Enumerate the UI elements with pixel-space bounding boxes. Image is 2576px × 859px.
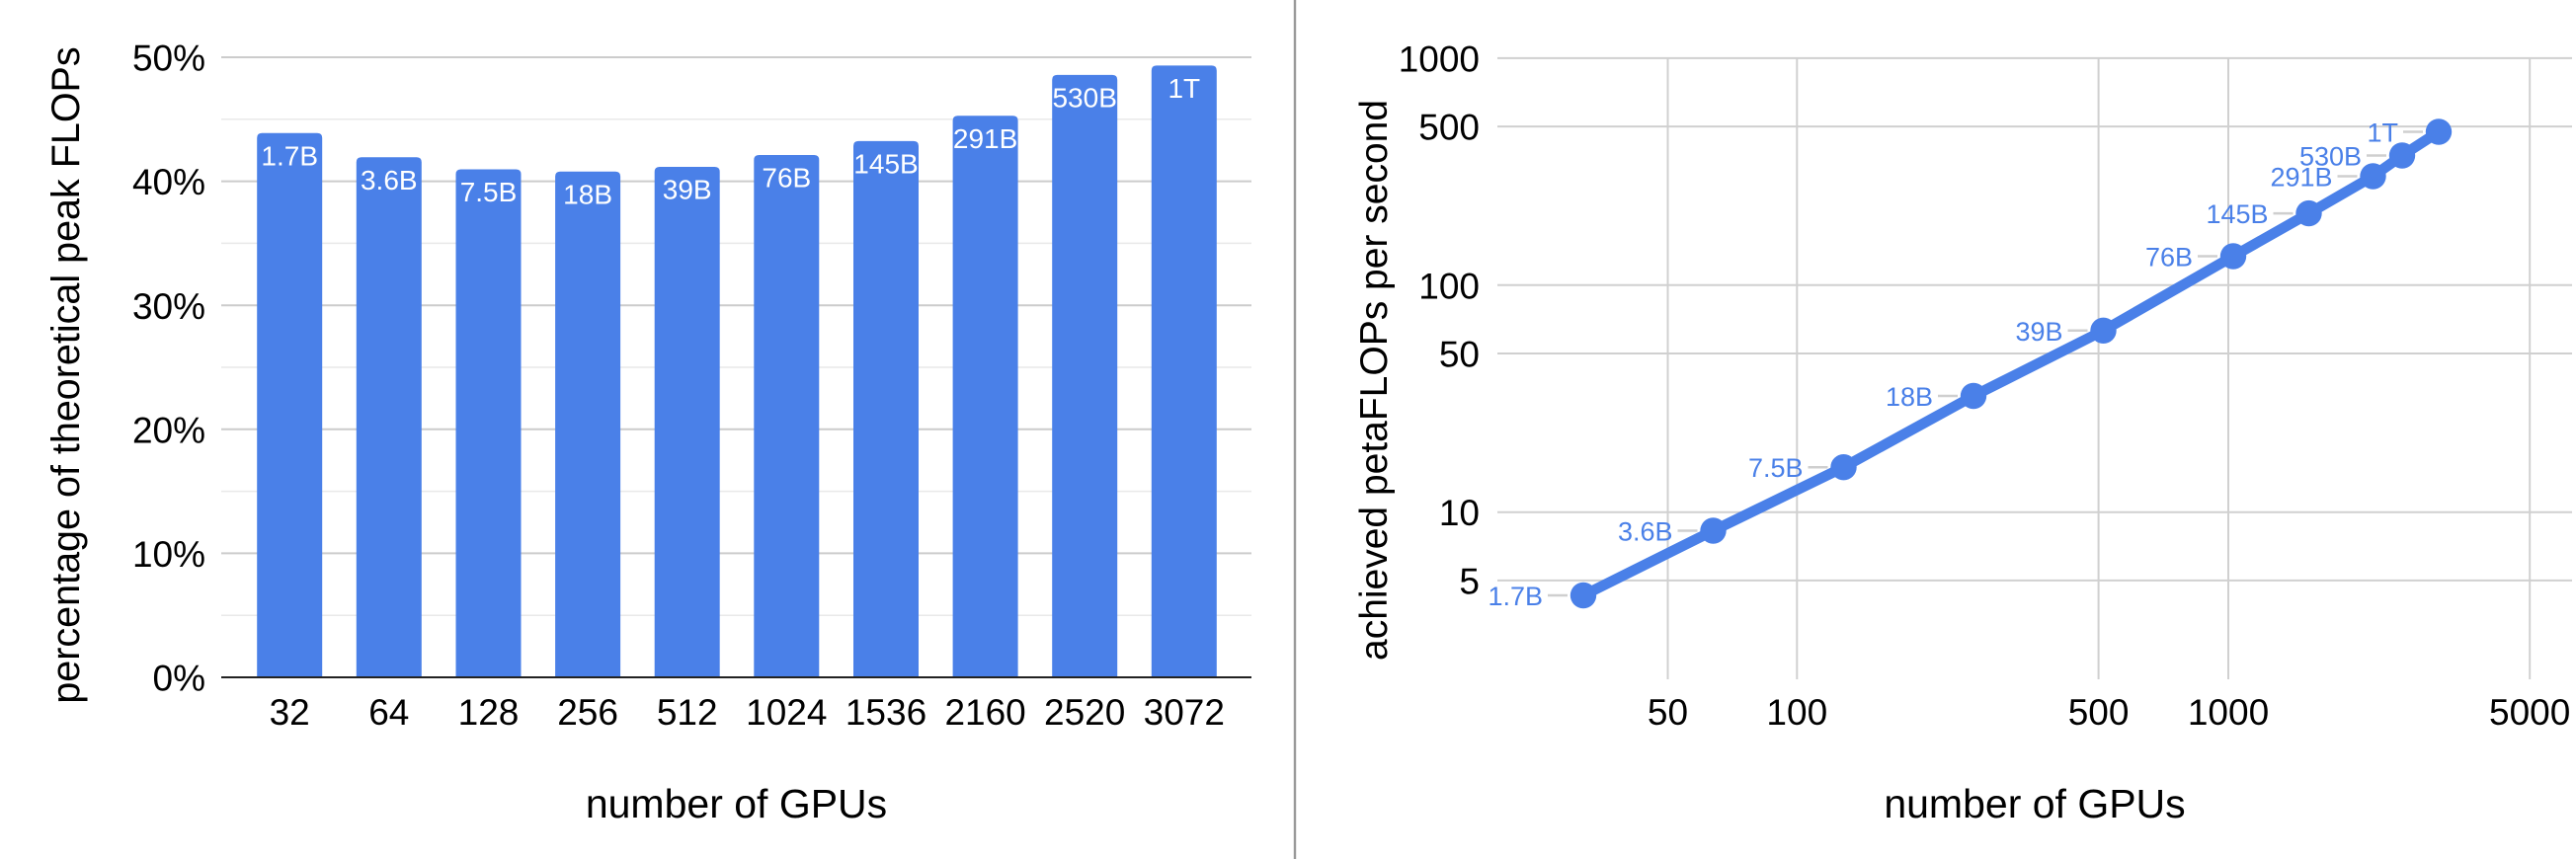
svg-text:7.5B: 7.5B [460, 177, 518, 207]
svg-text:39B: 39B [2015, 317, 2062, 347]
svg-text:100: 100 [1766, 692, 1827, 733]
svg-text:50: 50 [1439, 335, 1480, 375]
svg-text:18B: 18B [1886, 382, 1933, 412]
svg-text:530B: 530B [2299, 142, 2362, 172]
svg-text:512: 512 [657, 692, 718, 733]
svg-text:1T: 1T [2367, 118, 2398, 148]
svg-text:76B: 76B [2145, 243, 2193, 273]
svg-text:number of GPUs: number of GPUs [586, 781, 887, 826]
svg-text:32: 32 [270, 692, 310, 733]
svg-text:5000: 5000 [2489, 692, 2570, 733]
svg-text:3072: 3072 [1144, 692, 1225, 733]
svg-text:256: 256 [557, 692, 618, 733]
svg-text:64: 64 [368, 692, 409, 733]
svg-text:40%: 40% [132, 162, 205, 202]
svg-text:1T: 1T [1167, 73, 1200, 104]
svg-text:145B: 145B [2206, 199, 2268, 229]
svg-text:2160: 2160 [944, 692, 1025, 733]
svg-text:number of GPUs: number of GPUs [1884, 781, 2185, 826]
svg-text:1.7B: 1.7B [1488, 582, 1543, 611]
svg-text:0%: 0% [153, 659, 205, 699]
svg-text:2520: 2520 [1044, 692, 1125, 733]
svg-text:1.7B: 1.7B [261, 141, 318, 172]
svg-text:39B: 39B [663, 175, 712, 205]
svg-text:1000: 1000 [2188, 692, 2269, 733]
svg-text:achieved petaFLOPs per second: achieved petaFLOPs per second [1353, 100, 1396, 661]
svg-text:291B: 291B [953, 123, 1017, 154]
svg-text:18B: 18B [563, 180, 612, 210]
svg-text:145B: 145B [853, 149, 918, 180]
svg-text:10: 10 [1439, 493, 1480, 533]
svg-text:76B: 76B [762, 163, 811, 194]
svg-text:5: 5 [1459, 561, 1480, 601]
svg-text:30%: 30% [132, 286, 205, 327]
svg-text:10%: 10% [132, 534, 205, 575]
svg-text:500: 500 [1418, 108, 1480, 148]
svg-text:500: 500 [2068, 692, 2130, 733]
svg-text:50%: 50% [132, 39, 205, 79]
svg-text:20%: 20% [132, 410, 205, 450]
svg-text:100: 100 [1418, 266, 1480, 306]
svg-text:50: 50 [1648, 692, 1688, 733]
svg-text:3.6B: 3.6B [1618, 517, 1673, 547]
svg-text:1024: 1024 [746, 692, 827, 733]
svg-text:128: 128 [458, 692, 520, 733]
svg-text:530B: 530B [1052, 83, 1116, 114]
svg-text:7.5B: 7.5B [1748, 453, 1804, 483]
svg-text:3.6B: 3.6B [361, 165, 418, 195]
svg-text:percentage of theoretical peak: percentage of theoretical peak FLOPs [44, 46, 88, 703]
svg-text:1000: 1000 [1399, 39, 1480, 79]
svg-text:1536: 1536 [845, 692, 926, 733]
svg-text:291B: 291B [2270, 163, 2332, 193]
